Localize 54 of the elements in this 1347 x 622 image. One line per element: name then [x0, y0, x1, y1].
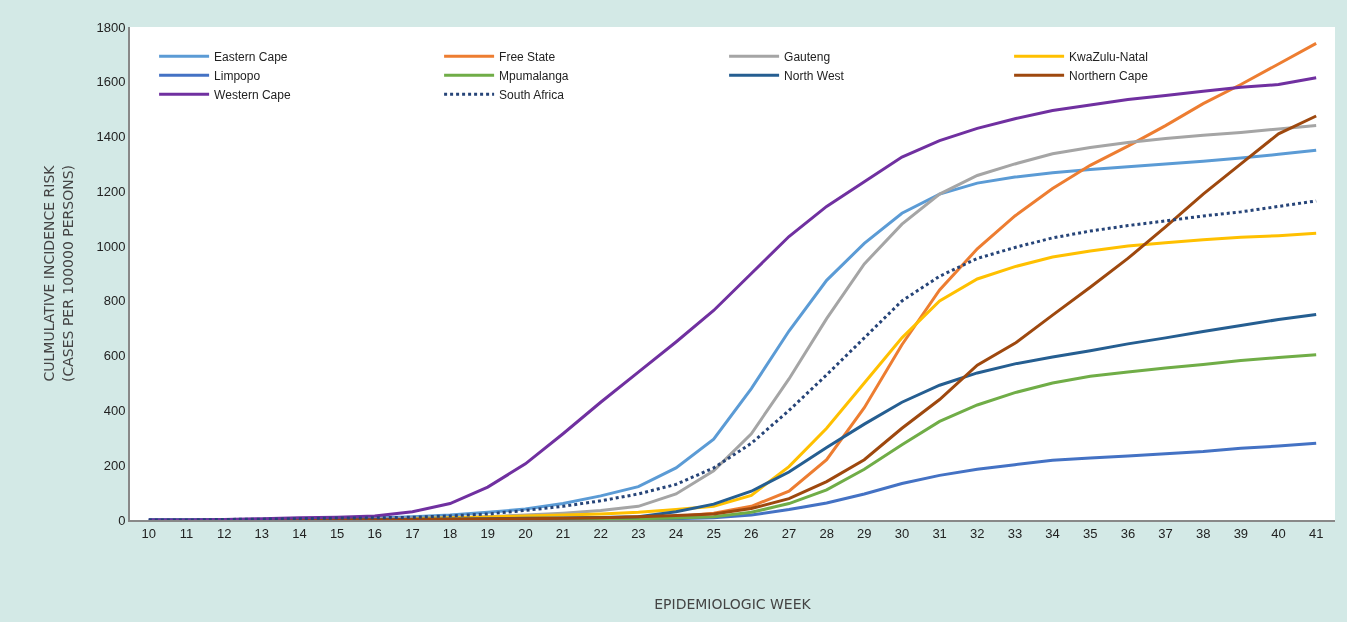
- x-tick-label: 24: [668, 525, 684, 541]
- x-tick-label: 10: [141, 525, 157, 541]
- x-tick-label: 20: [518, 525, 533, 541]
- legend-label: Gauteng: [784, 49, 831, 64]
- y-tick-label: 1200: [96, 183, 126, 199]
- y-tick-label: 800: [103, 293, 126, 309]
- x-tick-label: 25: [706, 525, 721, 541]
- y-tick-label: 200: [103, 457, 126, 473]
- x-tick-label: 15: [329, 525, 345, 541]
- x-tick-label: 40: [1271, 525, 1286, 541]
- x-tick-label: 29: [857, 525, 872, 541]
- legend-label: Mpumalanga: [499, 68, 569, 83]
- x-tick-label: 35: [1083, 525, 1098, 541]
- x-tick-label: 41: [1308, 525, 1324, 541]
- x-tick-label: 14: [292, 525, 307, 541]
- x-tick-label: 31: [932, 525, 947, 541]
- y-tick-label: 1000: [96, 238, 126, 254]
- x-tick-label: 11: [179, 525, 194, 541]
- x-tick-label: 37: [1158, 525, 1173, 541]
- legend-label: Western Cape: [214, 87, 291, 102]
- x-tick-label: 33: [1007, 525, 1023, 541]
- legend-label: KwaZulu-Natal: [1069, 49, 1148, 64]
- y-tick-label: 400: [103, 402, 126, 418]
- x-tick-label: 28: [819, 525, 834, 541]
- x-tick-label: 22: [593, 525, 608, 541]
- x-tick-label: 30: [894, 525, 910, 541]
- legend-label: South Africa: [499, 87, 565, 102]
- x-tick-label: 34: [1045, 525, 1060, 541]
- y-axis-title: CULMULATIVE INCIDENCE RISK (CASES PER 100000 PERSONS): [41, 164, 76, 382]
- x-tick-label: 16: [367, 525, 382, 541]
- x-tick-label: 39: [1233, 525, 1249, 541]
- x-axis-title: EPIDEMIOLOGIC WEEK: [654, 596, 812, 613]
- x-tick-label: 26: [744, 525, 759, 541]
- y-tick-label: 1600: [96, 74, 126, 90]
- legend-label: North West: [784, 68, 845, 83]
- legend-label: Eastern Cape: [214, 49, 288, 64]
- x-tick-label: 23: [631, 525, 646, 541]
- x-tick-label: 13: [254, 525, 270, 541]
- x-tick-label: 32: [970, 525, 985, 541]
- legend-label: Free State: [499, 49, 556, 64]
- y-tick-label: 600: [103, 348, 126, 364]
- y-tick-label: 1800: [96, 19, 126, 35]
- x-tick-label: 17: [405, 525, 420, 541]
- x-tick-label: 21: [555, 525, 571, 541]
- x-tick-label: 36: [1120, 525, 1136, 541]
- y-tick-label: 0: [118, 512, 126, 528]
- legend-label: Limpopo: [214, 68, 261, 83]
- x-tick-label: 12: [216, 525, 232, 541]
- x-tick-label: 18: [442, 525, 458, 541]
- legend-label: Northern Cape: [1069, 68, 1149, 83]
- x-tick-label: 27: [781, 525, 797, 541]
- y-tick-label: 1400: [96, 129, 126, 145]
- x-tick-label: 19: [480, 525, 495, 541]
- x-tick-label: 38: [1195, 525, 1211, 541]
